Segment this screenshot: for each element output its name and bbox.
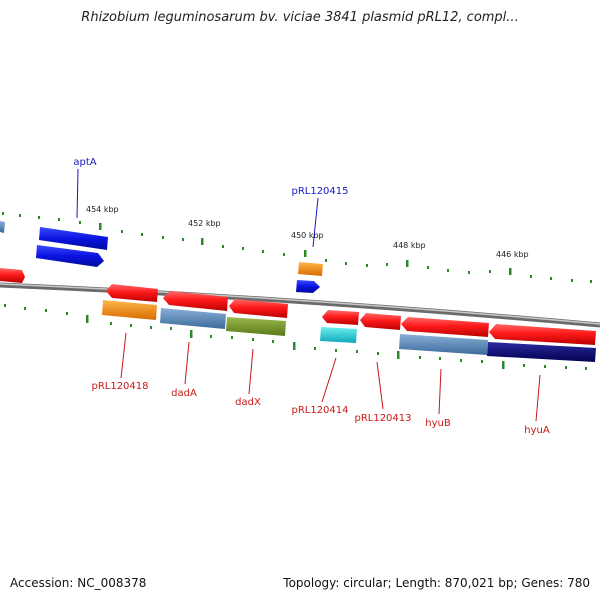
inner-tick-ring [4, 304, 587, 370]
gene-label-dada[interactable]: dadA [171, 388, 197, 399]
gene-arrow-red-4[interactable] [322, 310, 359, 325]
gene-arrow-pRL120415[interactable] [296, 280, 320, 293]
reverse-genes [0, 268, 596, 362]
gene-label-hyua[interactable]: hyuA [524, 425, 550, 436]
plasmid-backbone [0, 282, 600, 328]
gene-arrow-red-hyua[interactable] [489, 324, 596, 345]
callout-line-pRL120414 [321, 357, 337, 403]
callout-line-dada [184, 341, 190, 385]
gene-label-pRL120414[interactable]: pRL120414 [291, 405, 348, 416]
callout-lines [76, 168, 541, 422]
gene-label-pRL120418[interactable]: pRL120418 [91, 381, 148, 392]
kbp-label-450: 450 kbp [291, 231, 324, 240]
callout-line-hyua [535, 374, 541, 422]
gene-label-pRL120413[interactable]: pRL120413 [354, 413, 411, 424]
gene-label-dadx[interactable]: dadX [235, 397, 261, 408]
accession-text: Accession: NC_008378 [10, 576, 147, 590]
gene-arrow-orange-small[interactable] [298, 262, 323, 276]
gene-arrow-red-hyub[interactable] [401, 317, 489, 337]
gene-arrow-blue-2[interactable] [36, 245, 104, 267]
gene-arrow-dada[interactable] [160, 308, 226, 329]
gene-label-hyub[interactable]: hyuB [425, 418, 451, 429]
gene-arrow-apta[interactable] [39, 227, 108, 250]
gene-arrow-left-edge-red[interactable] [0, 268, 25, 283]
callout-line-pRL120415 [312, 197, 319, 248]
kbp-label-452: 452 kbp [188, 219, 221, 228]
gene-arrow-pRL120414[interactable] [320, 327, 357, 343]
outer-tick-ring [2, 212, 592, 283]
gene-arrow-dadx[interactable] [226, 317, 286, 336]
gene-arrow-left-edge-blue[interactable] [0, 221, 5, 233]
kbp-label-448: 448 kbp [393, 241, 426, 250]
gene-label-apta[interactable]: aptA [73, 157, 96, 168]
callout-line-pRL120413 [376, 361, 384, 410]
kbp-label-454: 454 kbp [86, 205, 119, 214]
gene-arrow-hyub[interactable] [399, 334, 488, 355]
callout-line-pRL120418 [120, 332, 127, 379]
gene-arrow-pRL120413[interactable] [360, 313, 401, 330]
callout-line-hyub [438, 368, 442, 415]
forward-genes [0, 221, 323, 293]
gene-arrow-red-2[interactable] [163, 291, 228, 311]
gene-arrow-pRL120418[interactable] [102, 300, 157, 320]
gene-arrow-hyua[interactable] [487, 342, 596, 362]
callout-line-dadx [248, 348, 254, 395]
kbp-label-446: 446 kbp [496, 250, 529, 259]
callout-line-apta [76, 168, 79, 219]
plasmid-backbone-highlight [0, 283, 600, 325]
gene-arrow-red-1[interactable] [106, 284, 158, 302]
map-title: Rhizobium leguminosarum bv. viciae 3841 … [81, 10, 519, 25]
gene-label-pRL120415[interactable]: pRL120415 [291, 186, 348, 197]
gene-arrow-red-3[interactable] [229, 299, 288, 318]
genome-stats-text: Topology: circular; Length: 870,021 bp; … [283, 576, 590, 590]
